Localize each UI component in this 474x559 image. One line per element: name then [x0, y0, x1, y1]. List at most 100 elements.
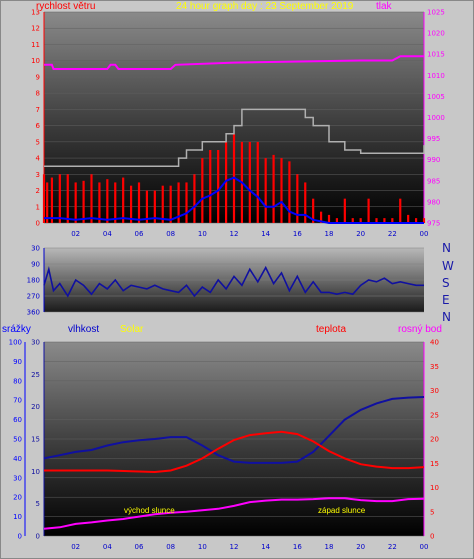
- y-tick-temperature: 20: [430, 436, 439, 444]
- x-tick: 18: [325, 543, 334, 551]
- y-tick-humidity: 5: [36, 500, 40, 508]
- x-tick: 14: [261, 543, 270, 551]
- y-tick-left: 4: [36, 155, 41, 163]
- y-tick-rain: 50: [13, 436, 22, 444]
- dir-label-e: E: [442, 293, 450, 307]
- chart-title: 24 hour graph day : 23 September 2019: [176, 1, 354, 12]
- x-tick: 00: [420, 543, 429, 551]
- y-tick-rain: 0: [18, 533, 22, 541]
- y-tick-right: 980: [427, 198, 440, 206]
- y-tick-right: 985: [427, 177, 440, 185]
- x-tick: 16: [293, 543, 302, 551]
- dir-label-n-top: N: [442, 241, 451, 255]
- y-tick-temperature: 15: [430, 460, 439, 468]
- y-tick-rain: 10: [13, 513, 22, 521]
- x-tick: 14: [261, 230, 270, 238]
- y-tick-temperature: 25: [430, 411, 439, 419]
- y-tick-right: 975: [427, 220, 440, 228]
- y-tick-direction: 30: [31, 245, 40, 253]
- y-tick-direction: 180: [27, 277, 40, 285]
- y-tick-rain: 80: [13, 377, 22, 385]
- x-tick: 22: [388, 230, 397, 238]
- y-tick-rain: 30: [13, 474, 22, 482]
- y-tick-rain: 90: [13, 358, 22, 366]
- y-tick-humidity: 30: [31, 339, 40, 347]
- x-tick: 10: [198, 543, 207, 551]
- y-tick-right: 1020: [427, 30, 445, 38]
- x-tick: 06: [135, 230, 144, 238]
- humidity-label: vlhkost: [68, 324, 100, 335]
- y-tick-temperature: 35: [430, 363, 439, 371]
- x-tick: 00: [420, 230, 429, 238]
- dir-label-w: W: [442, 259, 454, 273]
- y-tick-humidity: 20: [31, 403, 40, 411]
- y-tick-left: 13: [31, 9, 40, 17]
- y-tick-right: 1010: [427, 72, 445, 80]
- y-tick-humidity: 15: [31, 436, 40, 444]
- x-tick: 06: [135, 543, 144, 551]
- y-tick-left: 10: [31, 57, 40, 65]
- x-tick: 08: [166, 230, 175, 238]
- y-tick-right: 1015: [427, 51, 445, 59]
- y-tick-left: 12: [31, 25, 40, 33]
- y-tick-rain: 70: [13, 397, 22, 405]
- y-tick-direction: 90: [31, 261, 40, 269]
- y-tick-humidity: 0: [36, 533, 40, 541]
- x-tick: 10: [198, 230, 207, 238]
- y-tick-left: 3: [36, 171, 40, 179]
- y-tick-direction: 270: [27, 293, 40, 301]
- temperature-humidity-chart: 0102030405060708090100051015202530051015…: [9, 339, 439, 552]
- x-tick: 12: [230, 543, 239, 551]
- y-tick-left: 2: [36, 187, 40, 195]
- y-tick-right: 1005: [427, 93, 445, 101]
- temperature-line: [44, 430, 425, 474]
- x-tick: 04: [103, 230, 112, 238]
- dir-label-n-bottom: N: [442, 310, 451, 324]
- dewpoint-label: rosný bod: [398, 324, 442, 335]
- solar-label: Solar: [120, 324, 144, 335]
- y-tick-rain: 40: [13, 455, 22, 463]
- y-tick-left: 7: [36, 106, 40, 114]
- x-tick: 04: [103, 543, 112, 551]
- temperature-label: teplota: [316, 324, 347, 335]
- y-tick-left: 0: [36, 220, 40, 228]
- sunset-label: západ slunce: [318, 506, 366, 515]
- x-tick: 02: [71, 230, 80, 238]
- x-tick: 20: [356, 543, 365, 551]
- wind-direction-line: [43, 265, 424, 298]
- y-tick-humidity: 10: [31, 468, 40, 476]
- pressure-label: tlak: [376, 1, 392, 12]
- x-tick: 20: [356, 230, 365, 238]
- y-tick-temperature: 5: [430, 508, 434, 516]
- cloud-line: [44, 108, 425, 167]
- y-tick-right: 1000: [427, 114, 445, 122]
- y-tick-right: 1025: [427, 9, 445, 17]
- x-tick: 22: [388, 543, 397, 551]
- y-tick-humidity: 25: [31, 371, 40, 379]
- y-tick-rain: 60: [13, 416, 22, 424]
- x-tick: 16: [293, 230, 302, 238]
- x-tick: 18: [325, 230, 334, 238]
- y-tick-left: 9: [36, 73, 40, 81]
- sunrise-label: východ slunce: [124, 506, 175, 515]
- y-tick-rain: 20: [13, 494, 22, 502]
- dir-label-s: S: [442, 276, 450, 290]
- dewpoint-line: [43, 497, 425, 530]
- y-tick-left: 8: [36, 90, 40, 98]
- y-tick-left: 1: [36, 203, 40, 211]
- x-tick: 12: [230, 230, 239, 238]
- y-tick-left: 5: [36, 138, 40, 146]
- wind-pressure-chart: 0123456789101112139759809859909951000100…: [31, 9, 445, 239]
- x-tick: 02: [71, 543, 80, 551]
- x-tick: 08: [166, 543, 175, 551]
- humidity-line: [43, 396, 425, 464]
- y-tick-temperature: 10: [430, 484, 439, 492]
- y-tick-temperature: 0: [430, 533, 434, 541]
- wind-direction-chart: 360 270 180 90 30: [27, 245, 424, 317]
- wind-avg-line: [44, 176, 424, 224]
- y-tick-right: 990: [427, 156, 440, 164]
- y-tick-rain: 100: [9, 339, 22, 347]
- y-tick-direction: 360: [27, 309, 40, 317]
- y-tick-temperature: 40: [430, 339, 439, 347]
- wind-speed-label: rychlost větru: [36, 1, 96, 12]
